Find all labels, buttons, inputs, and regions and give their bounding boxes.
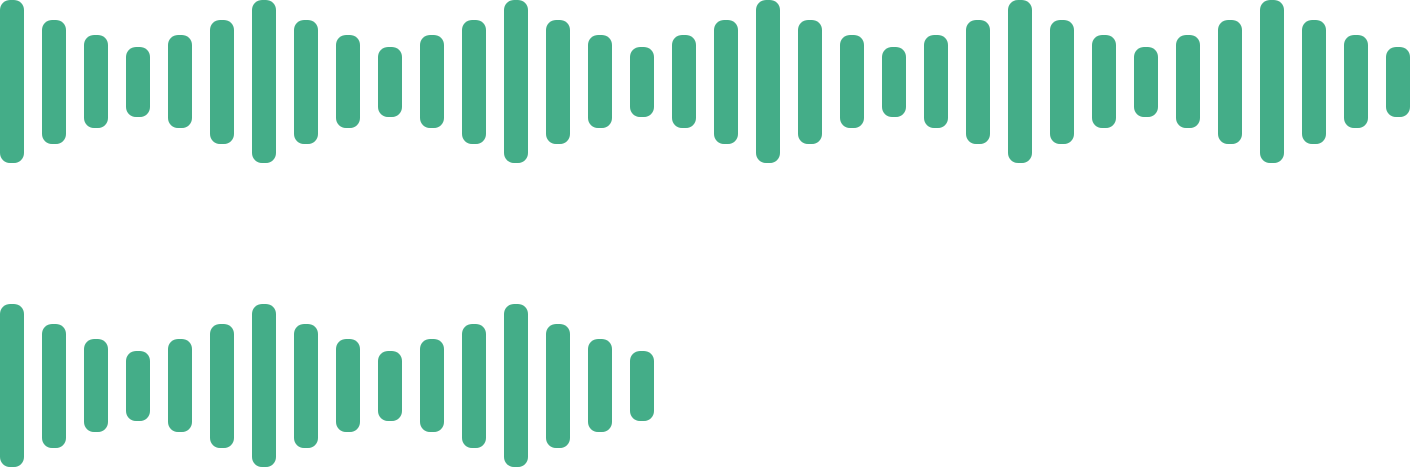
waveform-bar bbox=[1092, 35, 1116, 128]
waveform-bar bbox=[210, 20, 234, 144]
waveform-bar bbox=[420, 339, 444, 432]
waveform-bar bbox=[42, 20, 66, 144]
waveform-bar bbox=[504, 0, 528, 163]
waveform-bar bbox=[1218, 20, 1242, 144]
waveform-bar bbox=[882, 47, 906, 117]
waveform-bar bbox=[630, 47, 654, 117]
waveform-bar bbox=[168, 339, 192, 432]
waveform-bar bbox=[462, 20, 486, 144]
waveform-bar bbox=[1386, 47, 1410, 117]
waveform-bar bbox=[1134, 47, 1158, 117]
waveform-bar bbox=[0, 0, 24, 163]
waveform-bar bbox=[126, 351, 150, 421]
waveform-bar bbox=[756, 0, 780, 163]
waveform-bar bbox=[294, 20, 318, 144]
waveform-bar bbox=[924, 35, 948, 128]
waveform-bar bbox=[168, 35, 192, 128]
waveform-bar bbox=[294, 324, 318, 448]
waveform-bar bbox=[588, 339, 612, 432]
waveform-bar bbox=[84, 35, 108, 128]
waveform-bar bbox=[630, 351, 654, 421]
waveform-bar bbox=[0, 304, 24, 467]
waveform-bar bbox=[840, 35, 864, 128]
waveform-bar bbox=[714, 20, 738, 144]
waveform-bar bbox=[546, 20, 570, 144]
waveform-bar bbox=[336, 35, 360, 128]
waveform-bar bbox=[966, 20, 990, 144]
waveform-bar bbox=[252, 0, 276, 163]
waveform-bar bbox=[588, 35, 612, 128]
waveform-bar bbox=[798, 20, 822, 144]
waveform-bar bbox=[672, 35, 696, 128]
waveform-bar bbox=[42, 324, 66, 448]
waveform-bar bbox=[1302, 20, 1326, 144]
waveform-bar bbox=[210, 324, 234, 448]
waveform-bar bbox=[378, 47, 402, 117]
waveform-bar bbox=[84, 339, 108, 432]
waveform-bar bbox=[1260, 0, 1284, 163]
waveform-bar bbox=[1176, 35, 1200, 128]
waveform-bar bbox=[1008, 0, 1032, 163]
waveform-bar bbox=[378, 351, 402, 421]
waveform-bar bbox=[252, 304, 276, 467]
waveform-bar bbox=[126, 47, 150, 117]
waveform-bar bbox=[504, 304, 528, 467]
waveform-bar bbox=[1344, 35, 1368, 128]
waveform-bar bbox=[1050, 20, 1074, 144]
waveform-bar bbox=[462, 324, 486, 448]
waveform-bar bbox=[420, 35, 444, 128]
waveform-bar bbox=[336, 339, 360, 432]
waveform-bar bbox=[546, 324, 570, 448]
